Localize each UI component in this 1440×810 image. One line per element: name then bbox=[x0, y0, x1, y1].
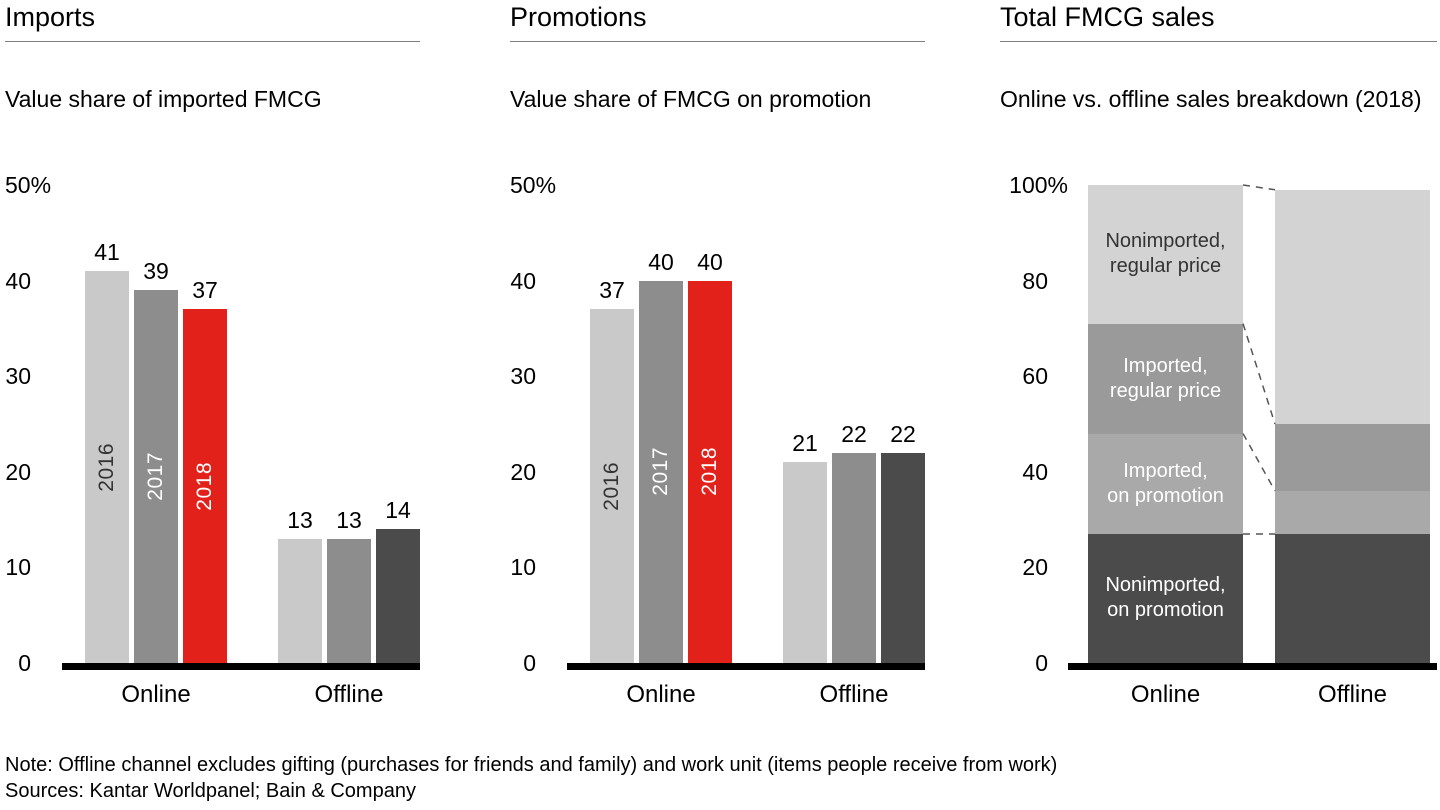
y-axis-tick: 20 bbox=[510, 458, 536, 485]
y-axis-tick: 30 bbox=[510, 363, 536, 390]
segment-label-line: on promotion bbox=[1107, 599, 1224, 622]
bar-2016-online: 2016 bbox=[590, 309, 634, 663]
series-year-text: 2016 bbox=[95, 442, 118, 492]
bar-2017-offline bbox=[832, 452, 876, 663]
footnotes: Note: Offline channel excludes gifting (… bbox=[5, 752, 1057, 804]
stack-segment-imported-on-promotion: Imported, on promotion bbox=[1088, 433, 1243, 534]
bar-value-label: 40 bbox=[697, 248, 723, 275]
y-axis-tick: 40 bbox=[1022, 458, 1048, 485]
y-axis-tick: 10 bbox=[510, 554, 536, 581]
panel-title: Total FMCG sales bbox=[1000, 2, 1437, 42]
series-year-text: 2017 bbox=[144, 452, 167, 501]
bar-2016-offline bbox=[278, 538, 322, 663]
series-year-text: 2018 bbox=[193, 461, 216, 511]
bar-value-label: 41 bbox=[94, 239, 120, 266]
x-axis-line bbox=[567, 663, 925, 670]
x-axis-label-offline: Offline bbox=[1318, 681, 1387, 708]
series-year-label: 2018 bbox=[183, 309, 227, 663]
x-axis-line bbox=[1068, 663, 1437, 670]
sources-text: Sources: Kantar Worldpanel; Bain & Compa… bbox=[5, 780, 416, 802]
bar-2018-online: 2018 bbox=[688, 280, 732, 663]
segment-label-line: Imported, bbox=[1123, 459, 1208, 482]
panel-title: Imports bbox=[5, 2, 420, 42]
x-axis-label-online: Online bbox=[1130, 681, 1201, 708]
stack-segment-nonimported-regular-price bbox=[1275, 189, 1430, 424]
y-axis-tick: 40 bbox=[5, 267, 31, 294]
bar-2017-offline bbox=[327, 538, 371, 663]
promotions-chart: 50% 40 30 20 10 0 2016 37 2017 40 2018 40 21 22 22 Onli… bbox=[510, 172, 925, 738]
y-axis-tick: 0 bbox=[18, 650, 31, 676]
x-axis-line bbox=[62, 663, 420, 670]
y-axis-max-label: 50% bbox=[5, 172, 52, 198]
y-axis-max-label: 100% bbox=[1009, 172, 1068, 198]
series-year-text: 2018 bbox=[698, 447, 721, 497]
bar-2018-online: 2018 bbox=[183, 309, 227, 663]
series-year-label: 2017 bbox=[639, 281, 683, 663]
panel-subtitle: Value share of imported FMCG bbox=[5, 86, 322, 112]
stack-segment-imported-on-promotion bbox=[1275, 490, 1430, 534]
stack-segment-nonimported-on-promotion: Nonimported, on promotion bbox=[1088, 533, 1243, 663]
total-fmcg-sales-chart: 100% 80 60 40 20 0 Nonimported, on promotion Imp… bbox=[1000, 172, 1437, 738]
bar-value-label: 13 bbox=[287, 506, 313, 533]
segment-label-line: Nonimported, bbox=[1105, 230, 1226, 253]
stack-segment-nonimported-regular-price: Nonimported, regular price bbox=[1088, 185, 1243, 324]
bar-2018-offline bbox=[376, 529, 420, 663]
plot-area: 2016 37 2017 40 2018 40 21 22 22 bbox=[570, 185, 925, 663]
plot-area: Nonimported, on promotion Imported, on prom… bbox=[1075, 184, 1437, 663]
bar-value-label: 22 bbox=[841, 420, 867, 447]
y-axis-tick: 10 bbox=[5, 554, 31, 581]
panel-subtitle: Online vs. offline sales breakdown (2018… bbox=[1000, 86, 1422, 112]
bar-2016-online: 2016 bbox=[85, 271, 129, 663]
bar-value-label: 40 bbox=[648, 248, 674, 275]
series-year-label: 2016 bbox=[85, 271, 129, 663]
y-axis-tick: 40 bbox=[510, 267, 536, 294]
y-axis-max-label: 50% bbox=[510, 172, 557, 198]
panel-subtitle: Value share of FMCG on promotion bbox=[510, 86, 872, 112]
y-axis-tick: 80 bbox=[1022, 267, 1048, 294]
bar-2018-offline bbox=[881, 452, 925, 663]
y-axis-tick: 30 bbox=[5, 363, 31, 390]
bar-value-label: 14 bbox=[385, 497, 411, 524]
stack-segment-imported-regular-price: Imported, regular price bbox=[1088, 323, 1243, 434]
bar-value-label: 39 bbox=[143, 258, 169, 285]
series-year-label: 2017 bbox=[134, 290, 178, 663]
segment-label-line: Nonimported, bbox=[1105, 574, 1226, 597]
x-axis-label-offline: Offline bbox=[819, 681, 889, 708]
segment-label-line: Imported, bbox=[1123, 354, 1208, 377]
series-year-text: 2017 bbox=[649, 447, 672, 497]
stack-segment-imported-regular-price bbox=[1275, 424, 1430, 491]
bar-value-label: 21 bbox=[792, 430, 818, 457]
x-axis-label-online: Online bbox=[121, 681, 191, 708]
bar-value-label: 22 bbox=[890, 420, 916, 447]
y-axis-tick: 20 bbox=[5, 458, 31, 485]
note-text: Note: Offline channel excludes gifting (… bbox=[5, 754, 1058, 776]
bar-2017-online: 2017 bbox=[134, 290, 178, 663]
y-axis-tick: 60 bbox=[1022, 363, 1048, 390]
x-axis-label-online: Online bbox=[626, 681, 696, 708]
stack-segment-nonimported-on-promotion bbox=[1275, 533, 1430, 663]
bar-2017-online: 2017 bbox=[639, 280, 683, 663]
panel-imports: Imports Value share of imported FMCG 50%… bbox=[5, 0, 420, 745]
series-year-label: 2018 bbox=[688, 281, 732, 663]
panel-title: Promotions bbox=[510, 2, 925, 42]
plot-area: 2016 41 2017 39 2018 37 13 13 14 bbox=[65, 185, 420, 663]
y-axis-tick: 0 bbox=[1035, 650, 1048, 676]
bar-2016-offline bbox=[783, 462, 827, 663]
segment-connector-lines bbox=[1242, 184, 1276, 535]
y-axis-tick: 20 bbox=[1022, 554, 1048, 581]
x-axis-label-offline: Offline bbox=[314, 681, 384, 708]
y-axis-tick: 0 bbox=[523, 650, 536, 676]
series-year-label: 2016 bbox=[590, 309, 634, 663]
imports-chart: 50% 40 30 20 10 0 2016 41 2017 39 2018 37 13 13 14 Onli… bbox=[5, 172, 420, 738]
panel-promotions: Promotions Value share of FMCG on promot… bbox=[510, 0, 925, 745]
bar-value-label: 13 bbox=[336, 506, 362, 533]
panel-total-fmcg-sales: Total FMCG sales Online vs. offline sale… bbox=[1000, 0, 1437, 745]
series-year-text: 2016 bbox=[600, 461, 623, 511]
segment-label-line: on promotion bbox=[1107, 484, 1224, 507]
bar-value-label: 37 bbox=[599, 277, 625, 304]
segment-label-line: regular price bbox=[1109, 255, 1222, 278]
bar-value-label: 37 bbox=[192, 277, 218, 304]
segment-label-line: regular price bbox=[1109, 379, 1222, 402]
